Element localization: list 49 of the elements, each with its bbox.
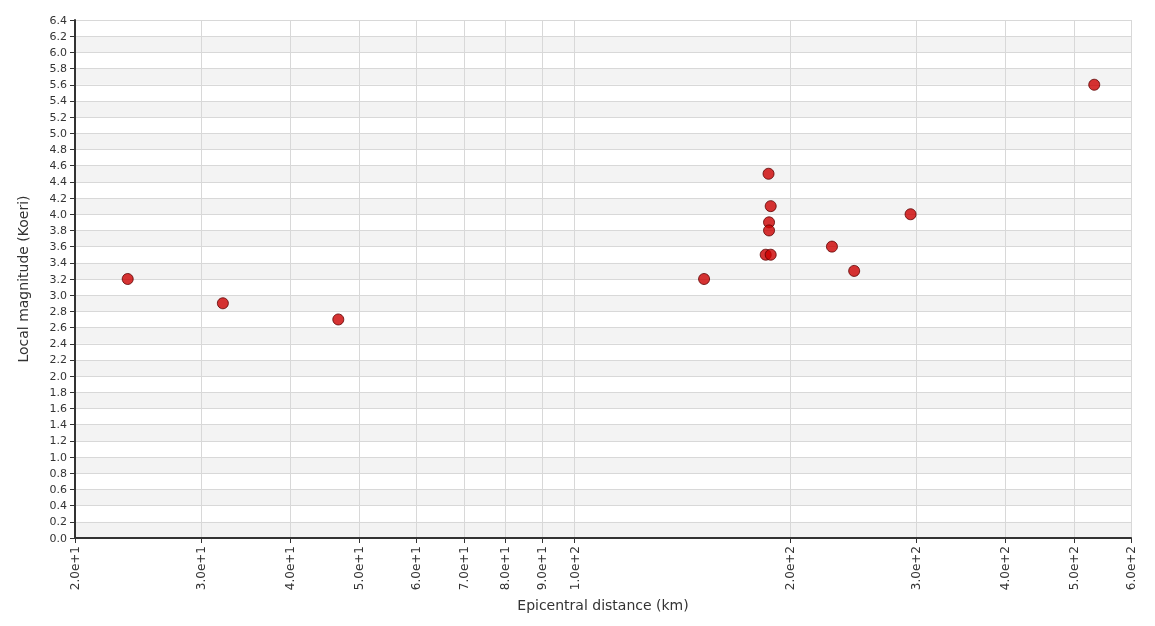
y-tick-label: 2.0 bbox=[49, 369, 67, 383]
x-tick-label: 3.0e+2 bbox=[908, 546, 923, 591]
y-tick-label: 1.6 bbox=[49, 402, 67, 415]
x-tick-label: 5.0e+1 bbox=[352, 546, 367, 591]
y-tick-label: 3.0 bbox=[49, 288, 67, 302]
y-tick-label: 3.4 bbox=[49, 256, 67, 270]
y-tick-label: 3.6 bbox=[49, 240, 67, 254]
x-tick-label: 9.0e+1 bbox=[534, 546, 549, 591]
y-tick-label: 1.2 bbox=[49, 434, 67, 448]
y-tick-label: 4.2 bbox=[49, 191, 67, 205]
x-tick-label: 1.0e+2 bbox=[567, 546, 582, 591]
y-tick-label: 4.4 bbox=[49, 175, 67, 189]
y-tick-label: 5.8 bbox=[49, 62, 67, 76]
y-tick-label: 3.2 bbox=[49, 272, 67, 286]
y-tick-label: 2.8 bbox=[49, 304, 67, 318]
y-tick-label: 3.8 bbox=[49, 223, 67, 237]
y-tick-label: 5.2 bbox=[49, 110, 67, 124]
y-tick-label: 0.8 bbox=[49, 466, 67, 480]
x-tick-label: 3.0e+1 bbox=[193, 546, 208, 591]
y-tick-label: 4.8 bbox=[49, 143, 67, 156]
y-tick-label: 1.0 bbox=[49, 450, 67, 464]
y-tick-label: 4.0 bbox=[49, 207, 67, 221]
y-tick-label: 0.0 bbox=[49, 531, 67, 545]
y-tick-label: 2.2 bbox=[49, 353, 67, 367]
x-tick-label: 6.0e+1 bbox=[409, 546, 424, 591]
y-tick-label: 6.2 bbox=[49, 29, 67, 43]
x-tick-label: 4.0e+2 bbox=[998, 546, 1013, 591]
x-tick-label: 5.0e+2 bbox=[1067, 546, 1082, 591]
y-tick-label: 1.8 bbox=[49, 385, 67, 399]
x-tick-label: 6.0e+2 bbox=[1124, 546, 1138, 591]
y-tick-label: 1.4 bbox=[49, 418, 67, 432]
y-tick-label: 5.6 bbox=[49, 78, 67, 92]
y-tick-label: 4.6 bbox=[49, 159, 67, 173]
x-tick-label: 4.0e+1 bbox=[283, 546, 298, 591]
y-axis-title: Local magnitude (Koeri) bbox=[15, 195, 31, 363]
x-tick-label: 2.0e+2 bbox=[782, 546, 797, 591]
y-tick-label: 5.4 bbox=[49, 94, 67, 108]
x-tick-label: 8.0e+1 bbox=[498, 546, 513, 591]
y-tick-label: 0.4 bbox=[49, 499, 67, 513]
y-tick-label: 6.4 bbox=[49, 13, 67, 27]
y-tick-label: 2.4 bbox=[49, 337, 67, 351]
y-tick-label: 2.6 bbox=[49, 321, 67, 335]
y-tick-label: 5.0 bbox=[49, 126, 67, 140]
x-axis-title: Epicentral distance (km) bbox=[517, 597, 689, 614]
x-tick-label: 2.0e+1 bbox=[68, 546, 82, 591]
x-tick-label: 7.0e+1 bbox=[456, 546, 471, 591]
y-tick-label: 6.0 bbox=[49, 45, 67, 59]
y-tick-label: 0.2 bbox=[49, 515, 67, 529]
y-tick-label: 0.6 bbox=[49, 482, 67, 496]
